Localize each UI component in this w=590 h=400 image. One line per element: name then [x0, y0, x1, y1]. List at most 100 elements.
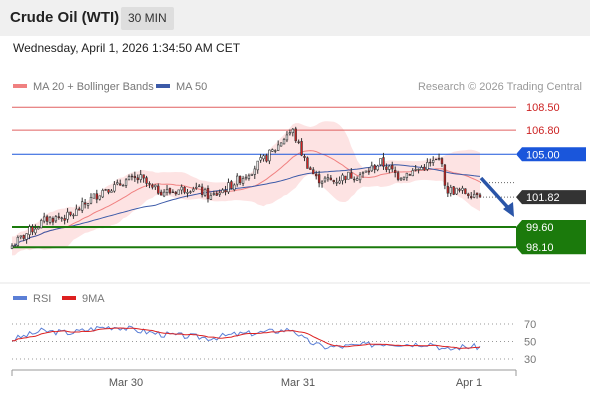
ma50-legend-label: MA 50 [176, 81, 207, 93]
candle-body [382, 157, 385, 167]
candle-body [121, 184, 125, 187]
candle-body [51, 218, 55, 223]
candle-body [139, 174, 142, 180]
candle-body [399, 177, 403, 181]
candle-body [385, 166, 388, 170]
candle-body [361, 172, 365, 174]
candle-body [48, 216, 52, 223]
candle-body [344, 175, 347, 180]
candle-body [189, 191, 192, 193]
candle-body [221, 189, 224, 194]
candle-body [478, 194, 482, 198]
candle-body [110, 190, 113, 193]
resistance-label: 108.50 [526, 102, 560, 114]
candle-body [233, 184, 236, 191]
candle-body [268, 149, 271, 162]
candle-body [405, 172, 409, 178]
candle-body [54, 216, 58, 222]
candle-body [212, 193, 216, 195]
candle-body [259, 157, 262, 161]
candle-body [151, 184, 154, 188]
candle-body [253, 168, 256, 175]
support-tag [516, 220, 586, 255]
candle-body [78, 208, 81, 211]
pivot-label: 105.00 [526, 149, 560, 161]
candle-body [332, 179, 335, 183]
candle-body [282, 139, 286, 145]
instrument-title: Crude Oil (WTI) [10, 9, 120, 26]
candle-body [98, 195, 101, 200]
candle-body [130, 175, 134, 178]
candle-body [124, 179, 128, 186]
candle-body [174, 191, 177, 195]
candle-body [335, 182, 338, 184]
candle-body [470, 196, 473, 198]
candle-body [437, 157, 441, 160]
support-label: 99.60 [526, 222, 554, 234]
candle-body [443, 164, 447, 186]
candle-body [320, 181, 324, 184]
candle-body [373, 165, 376, 170]
candle-body [364, 170, 368, 173]
candle-body [159, 191, 163, 196]
candle-body [326, 177, 330, 180]
candle-body [317, 174, 321, 184]
candle-body [101, 190, 104, 198]
ma50-legend-swatch [156, 84, 170, 88]
candle-body [16, 237, 20, 246]
candle-body [165, 188, 169, 193]
candle-body [440, 158, 444, 165]
rsi-ma-legend-swatch [62, 296, 76, 300]
candle-body [206, 187, 210, 200]
candle-body [312, 169, 315, 175]
candle-body [136, 177, 139, 181]
candle-body [420, 167, 423, 171]
candle-body [157, 185, 160, 194]
header-bar: Crude Oil (WTI) 30 MIN [0, 0, 590, 36]
candle-body [31, 226, 34, 233]
candle-body [177, 189, 180, 195]
candle-body [10, 245, 14, 249]
candle-body [376, 165, 379, 171]
candle-body [262, 155, 265, 160]
candle-body [95, 193, 99, 200]
candle-body [57, 216, 60, 218]
timeframe-badge[interactable]: 30 MIN [121, 7, 174, 30]
x-tick-label: Mar 30 [109, 377, 143, 389]
candle-body [379, 158, 382, 165]
resistance-label: 106.80 [526, 125, 560, 137]
candle-body [22, 235, 25, 239]
candle-body [271, 149, 274, 152]
candle-body [309, 167, 312, 170]
candle-body [42, 216, 46, 222]
candle-body [241, 178, 245, 184]
candle-body [192, 188, 195, 192]
candle-body [303, 155, 306, 158]
candle-body [198, 185, 201, 188]
candle-body [145, 177, 148, 184]
candle-body [288, 132, 292, 135]
candle-body [417, 168, 420, 171]
candle-body [461, 187, 464, 191]
candle-body [209, 195, 213, 200]
candle-body [37, 227, 40, 230]
candle-body [168, 188, 172, 194]
candle-body [341, 174, 344, 181]
candle-body [116, 182, 119, 185]
candle-body [28, 226, 31, 235]
credit-label: Research © 2026 Trading Central [418, 81, 582, 93]
candle-body [227, 182, 230, 193]
candle-body [274, 150, 277, 152]
candle-body [148, 183, 151, 185]
candle-body [402, 176, 406, 180]
ma20-legend-label: MA 20 + Bollinger Bands [33, 81, 154, 93]
candle-body [452, 186, 455, 195]
candle-body [458, 188, 461, 191]
candle-body [388, 165, 391, 170]
candle-body [142, 174, 145, 179]
candle-body [338, 180, 341, 184]
candle-body [104, 189, 107, 191]
candle-body [19, 235, 22, 238]
